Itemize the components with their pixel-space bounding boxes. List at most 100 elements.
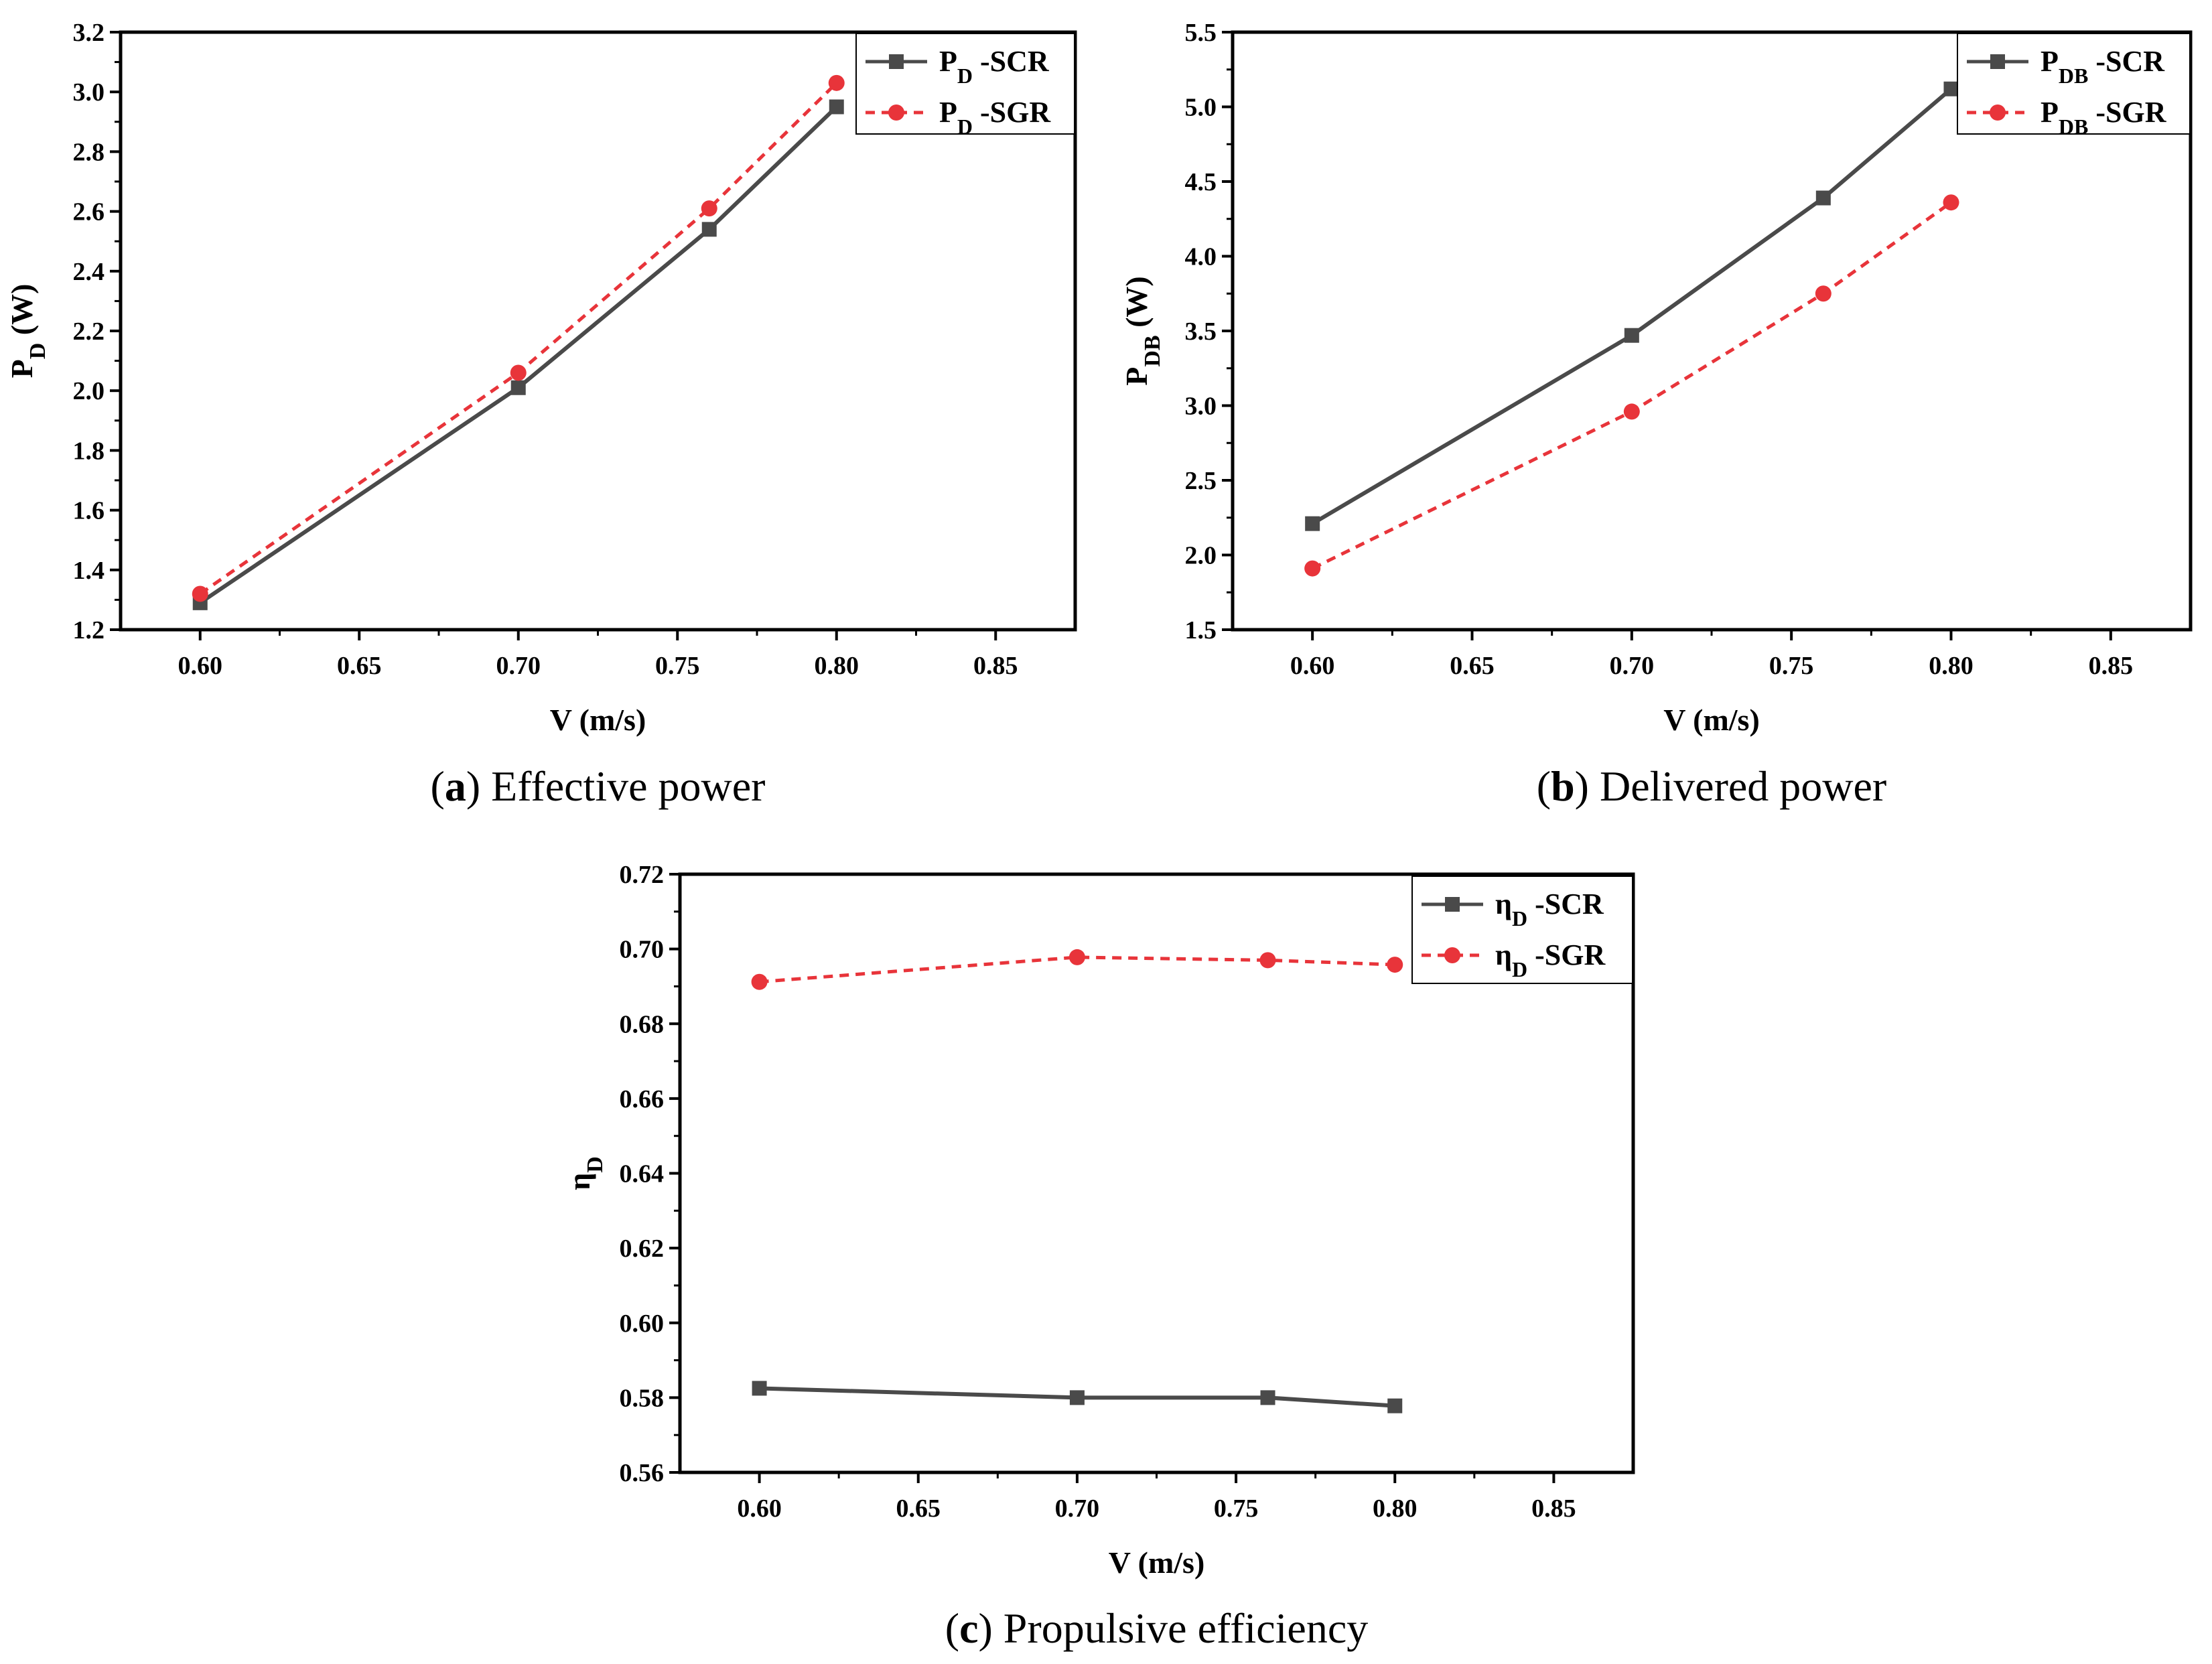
y-tick-label: 3.0 <box>1185 393 1217 421</box>
legend-label-main: η <box>1495 939 1512 971</box>
y-tick-label: 3.0 <box>73 78 105 107</box>
x-tick-label: 0.65 <box>337 652 382 680</box>
caption-text: ) Delivered power <box>1575 762 1887 810</box>
legend-box <box>1411 876 1633 984</box>
data-point-sgr <box>1387 957 1403 973</box>
data-point-scr <box>1260 1390 1275 1405</box>
y-tick-label: 2.8 <box>73 138 105 166</box>
x-tick-label: 0.80 <box>1929 652 1974 680</box>
chart-a: 0.60 0.65 0.70 0.75 0.80 0.85 1.2 1.4 1.6 1.8 2.0 2… <box>5 19 1077 810</box>
legend-label-scr: PD -SCR <box>939 45 1050 88</box>
legend-marker-sgr <box>888 105 904 121</box>
series-line-scr <box>759 1386 1395 1408</box>
legend-label-subscript: D <box>1512 906 1527 930</box>
y-tick-label: 0.72 <box>620 861 665 889</box>
y-tick-label: 0.56 <box>620 1459 665 1487</box>
y-tick-label: 4.0 <box>1185 243 1217 271</box>
legend-label-scr: PDB -SCR <box>2041 45 2165 88</box>
x-tick-label: 0.65 <box>1450 652 1495 680</box>
y-axis-title: ηD <box>562 1156 608 1190</box>
y-tick-label: 0.66 <box>620 1085 665 1113</box>
y-tick-label: 2.2 <box>73 318 105 346</box>
x-tick-label: 0.65 <box>896 1495 941 1523</box>
y-axis-title: PDB (W) <box>1119 276 1165 385</box>
legend-label-sgr: PD -SGR <box>939 96 1051 139</box>
caption-letter: b <box>1551 762 1575 810</box>
legend-label-suffix: -SCR <box>1527 888 1604 920</box>
y-tick-label: 2.0 <box>1185 542 1217 570</box>
legend-marker-scr <box>889 54 904 69</box>
caption-b: (b) Delivered power <box>1537 762 1886 810</box>
legend-label-suffix: -SCR <box>973 45 1050 78</box>
y-tick-label: 0.62 <box>620 1235 665 1263</box>
y-tick-label: 1.4 <box>73 557 105 585</box>
x-axis-title: V (m/s) <box>1663 703 1760 737</box>
caption-text: ) Effective power <box>466 762 766 810</box>
y-axis-title-unit: (W) <box>5 284 39 343</box>
data-point-sgr <box>751 973 768 990</box>
y-tick-label: 5.0 <box>1185 94 1217 122</box>
y-axis-title-subscript: D <box>583 1156 608 1173</box>
x-axis-title: V (m/s) <box>550 703 646 737</box>
legend-marker-sgr <box>1444 947 1460 963</box>
legend: ηD -SCR ηD -SGR <box>1411 876 1633 984</box>
chart-c: 0.60 0.65 0.70 0.75 0.80 0.85 0.56 0.58 0.60 0.62… <box>562 861 1635 1652</box>
legend-label-subscript: D <box>957 115 973 139</box>
data-point-scr <box>510 380 526 395</box>
data-point-scr <box>1624 328 1639 343</box>
data-point-sgr <box>1623 403 1640 420</box>
legend-label-suffix: -SGR <box>1527 939 1606 971</box>
y-axis-title-main: η <box>562 1173 596 1190</box>
data-point-scr <box>752 1381 767 1396</box>
legend-label-main: P <box>2041 45 2059 78</box>
caption-open-paren: ( <box>431 762 445 810</box>
x-tick-label: 0.80 <box>1373 1495 1418 1523</box>
legend-label-subscript: DB <box>2059 64 2088 88</box>
legend-label-subscript: D <box>957 64 973 88</box>
data-point-sgr <box>1943 194 1959 211</box>
data-point-sgr <box>192 585 208 602</box>
data-point-sgr <box>510 364 527 381</box>
data-point-sgr <box>1304 560 1321 577</box>
y-tick-label: 0.60 <box>620 1310 665 1338</box>
legend-label-main: P <box>939 45 957 78</box>
caption-letter: c <box>959 1604 978 1652</box>
caption-open-paren: ( <box>945 1604 959 1652</box>
y-tick-label: 1.8 <box>73 437 105 465</box>
y-tick-label: 2.6 <box>73 198 105 226</box>
legend-marker-scr <box>1445 897 1460 912</box>
x-tick-label: 0.60 <box>737 1495 782 1523</box>
y-axis-title: PD (W) <box>5 284 50 378</box>
y-tick-label: 1.5 <box>1185 616 1217 644</box>
data-point-sgr <box>1068 949 1085 965</box>
x-tick-label: 0.70 <box>1055 1495 1100 1523</box>
x-tick-label: 0.85 <box>1531 1495 1576 1523</box>
y-tick-label: 1.6 <box>73 497 105 525</box>
y-axis-title-main: P <box>5 359 39 378</box>
x-tick-label: 0.80 <box>815 652 859 680</box>
y-axis-title-subscript: DB <box>1140 335 1165 366</box>
x-tick-label: 0.75 <box>1214 1495 1259 1523</box>
x-tick-label: 0.70 <box>1610 652 1655 680</box>
x-tick-label: 0.70 <box>496 652 541 680</box>
x-tick-label: 0.75 <box>655 652 700 680</box>
legend-label-subscript: DB <box>2059 115 2088 139</box>
legend-label-suffix: -SCR <box>2088 45 2165 78</box>
x-tick-label: 0.60 <box>1290 652 1335 680</box>
y-tick-label: 0.70 <box>620 936 665 964</box>
x-tick-label: 0.85 <box>2089 652 2134 680</box>
series-line-sgr <box>1312 201 1952 570</box>
chart-b: 0.60 0.65 0.70 0.75 0.80 0.85 1.5 2.0 2.5 3.0 3.5 4… <box>1119 19 2193 810</box>
caption-letter: a <box>445 762 466 810</box>
legend-label-main: P <box>2041 96 2059 129</box>
y-tick-label: 0.58 <box>620 1384 665 1412</box>
legend-label-sgr: ηD -SGR <box>1495 939 1606 981</box>
legend-label-main: P <box>939 96 957 129</box>
caption-open-paren: ( <box>1537 762 1551 810</box>
caption-c: (c) Propulsive efficiency <box>945 1604 1368 1652</box>
y-tick-label: 2.0 <box>73 377 105 405</box>
y-tick-label: 3.5 <box>1185 318 1217 346</box>
legend-label-suffix: -SGR <box>973 96 1051 129</box>
